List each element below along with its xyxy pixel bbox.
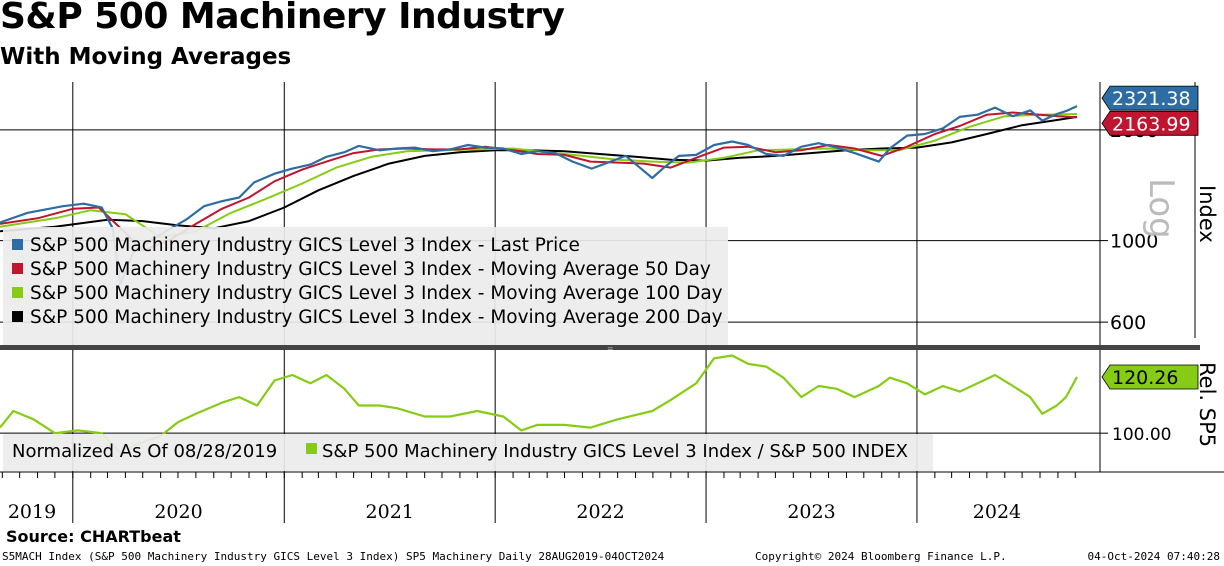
x-tick-label-2022: 2022	[576, 501, 624, 523]
footer-ticker-info: S5MACH Index (S&P 500 Machinery Industry…	[2, 550, 665, 563]
ma50-series-line	[0, 111, 1078, 252]
lower-legend-label: S&P 500 Machinery Industry GICS Level 3 …	[322, 441, 908, 462]
legend-swatch-2	[12, 263, 23, 274]
chart-title: S&P 500 Machinery Industry	[0, 0, 565, 37]
x-tick-label-2019: 2019	[8, 501, 56, 523]
price-last-value-badge: 2321.38	[1101, 85, 1199, 111]
legend-label-1: S&P 500 Machinery Industry GICS Level 3 …	[30, 235, 580, 256]
lower-axis-title: Rel. SP5	[1195, 362, 1219, 447]
lower-y-tick-label-100: 100.00	[1112, 425, 1171, 445]
x-minor-ticks	[1, 472, 1076, 478]
chart-subtitle: With Moving Averages	[0, 44, 292, 70]
x-tick-label-2021: 2021	[366, 501, 414, 523]
ma100-series-line	[0, 113, 1078, 239]
ma50-last-value-badge-shape	[1101, 110, 1199, 136]
price-last-value-badge-text: 2321.38	[1112, 88, 1191, 110]
x-tick-label-2023: 2023	[787, 501, 835, 523]
upper-y-tick-label-600: 600	[1110, 312, 1146, 334]
x-tick-label-2020: 2020	[154, 501, 202, 523]
upper-axis-title: Index	[1195, 185, 1219, 243]
legend-label-3: S&P 500 Machinery Industry GICS Level 3 …	[30, 283, 723, 304]
panel-separator	[0, 345, 1200, 350]
legend-swatch-4	[12, 311, 23, 322]
ma50-last-value-badge: 2163.99	[1101, 110, 1199, 136]
relative-last-value-badge-shape	[1101, 364, 1199, 390]
log-scale-label: Log	[1141, 178, 1181, 239]
legend-swatch-3	[12, 287, 23, 298]
price-last-value-badge-shape	[1101, 85, 1199, 111]
ma50-last-value-badge-text: 2163.99	[1112, 113, 1191, 135]
price-series-line	[0, 105, 1078, 286]
source-label: Source: CHARTbeat	[6, 527, 181, 546]
series-lines	[0, 105, 1078, 454]
legend-label-2: S&P 500 Machinery Industry GICS Level 3 …	[30, 259, 711, 280]
relative-last-value-badge: 120.26	[1101, 364, 1199, 390]
lower-legend: Normalized As Of 08/28/2019 S&P 500 Machi…	[3, 434, 933, 471]
upper-y-tick-label-1000: 1000	[1110, 231, 1158, 253]
upper-legend-background	[3, 227, 728, 345]
footer-copyright: Copyright© 2024 Bloomberg Finance L.P.	[755, 550, 1007, 563]
footer-timestamp: 04-Oct-2024 07:40:28	[1087, 550, 1220, 563]
lower-legend-swatch	[306, 443, 317, 454]
x-tick-label-2024: 2024	[973, 501, 1021, 523]
lower-legend-background	[3, 434, 933, 471]
legend-label-4: S&P 500 Machinery Industry GICS Level 3 …	[30, 307, 723, 328]
relative-last-value-badge-text: 120.26	[1112, 367, 1178, 389]
legend-swatch-1	[12, 239, 23, 250]
lower-legend-normalized-label: Normalized As Of 08/28/2019	[12, 441, 277, 462]
upper-legend: S&P 500 Machinery Industry GICS Level 3 …	[3, 227, 728, 345]
relative-series-line	[0, 354, 1078, 454]
separator-grip-icon: =	[607, 344, 614, 353]
